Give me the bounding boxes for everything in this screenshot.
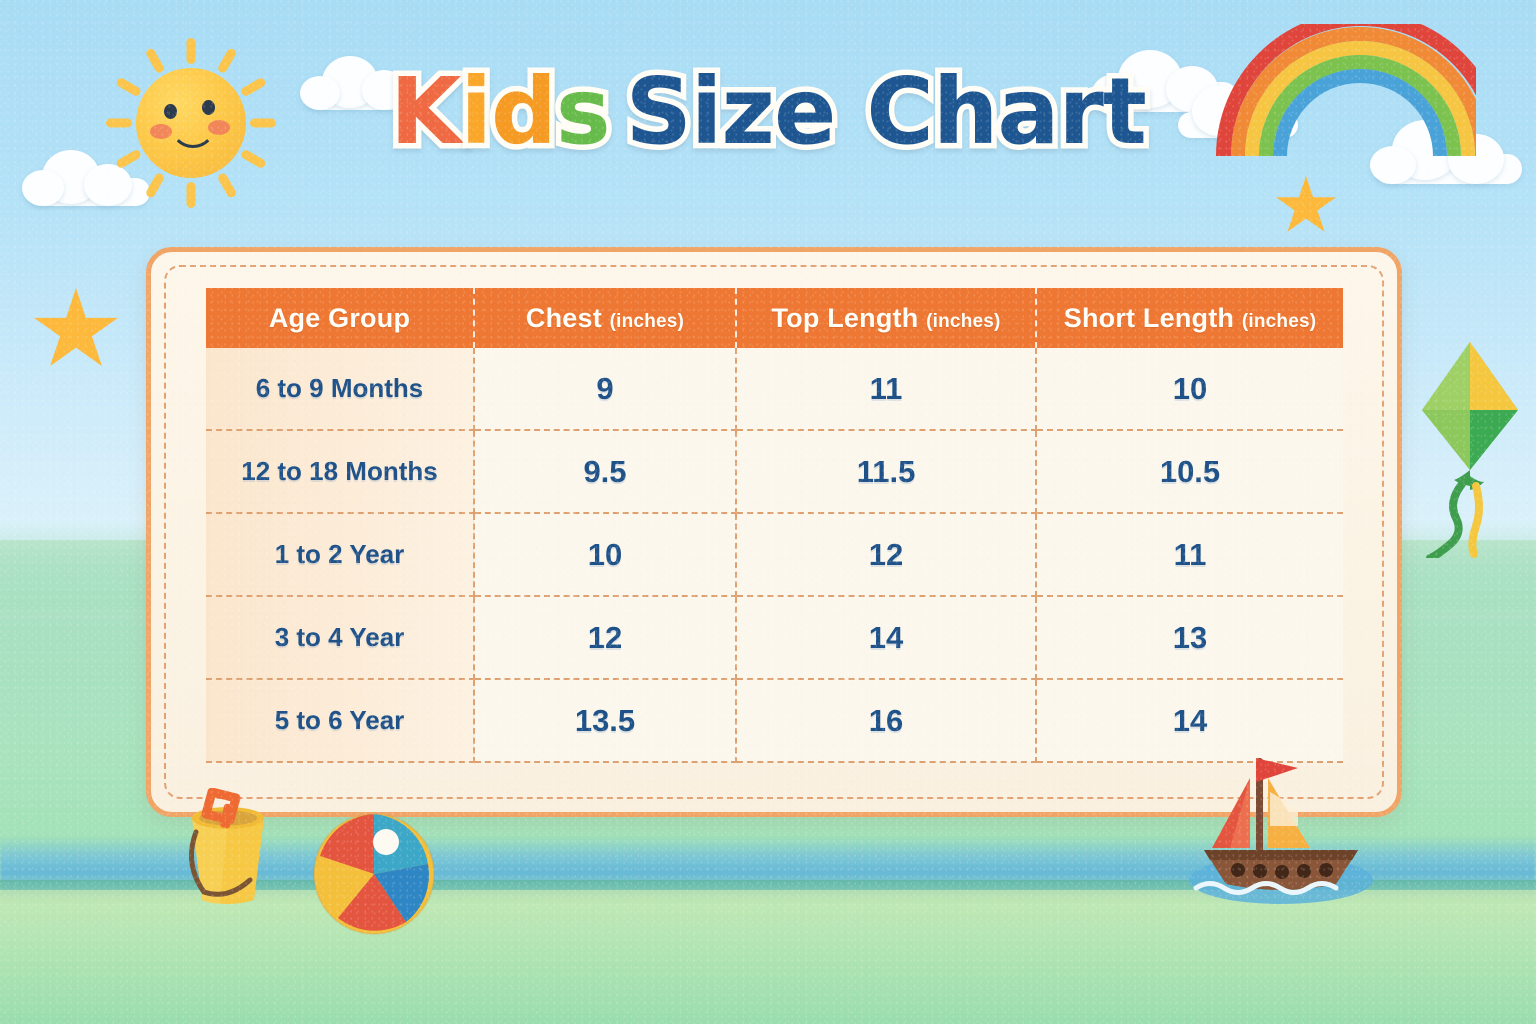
title-letter-k: K: [385, 58, 467, 165]
header-label: Top Length: [771, 302, 919, 333]
header-label: Short Length: [1063, 302, 1235, 333]
table-header-row: Age Group Chest (inches) Top Length (inc…: [206, 288, 1343, 348]
cell-top-length: 16: [736, 679, 1037, 763]
table-row: 1 to 2 Year 10 12 11: [206, 513, 1343, 597]
column-header-top-length: Top Length (inches): [736, 288, 1037, 348]
cell-chest: 10: [474, 513, 737, 597]
rainbow-icon: [1216, 24, 1476, 156]
cloud-icon: [22, 148, 154, 206]
cell-top-length: 11.5: [736, 430, 1037, 514]
cell-top-length: 14: [736, 596, 1037, 680]
cell-chest: 12: [474, 596, 737, 680]
title-letter-d: d: [486, 58, 563, 165]
header-label: Chest: [525, 302, 602, 333]
sailboat-icon: [1189, 758, 1373, 904]
page-title: Kids Size Chart: [0, 58, 1536, 165]
kite-icon: [1422, 342, 1518, 558]
meadow-highlight: [0, 890, 1536, 1024]
title-rest: Size Chart: [620, 58, 1152, 165]
column-header-age-group: Age Group: [206, 288, 475, 348]
cell-age-group: 6 to 9 Months: [206, 348, 475, 431]
title-letter-s: s: [550, 58, 616, 165]
cell-top-length: 11: [736, 348, 1037, 431]
cell-chest: 13.5: [474, 679, 737, 763]
sand-bucket-icon: [189, 788, 264, 904]
table-row: 3 to 4 Year 12 14 13: [206, 596, 1343, 680]
cell-chest: 9.5: [474, 430, 737, 514]
column-header-chest: Chest (inches): [474, 288, 737, 348]
header-label: Age Group: [268, 302, 411, 333]
cell-chest: 9: [474, 348, 737, 431]
table-row: 5 to 6 Year 13.5 16 14: [206, 679, 1343, 763]
cell-short-length: 14: [1036, 679, 1343, 763]
title-letter-i: i: [455, 58, 497, 165]
cell-age-group: 5 to 6 Year: [206, 679, 475, 763]
cell-short-length: 10: [1036, 348, 1343, 431]
cell-short-length: 11: [1036, 513, 1343, 597]
size-chart-card: Age Group Chest (inches) Top Length (inc…: [146, 247, 1402, 817]
table-row: 12 to 18 Months 9.5 11.5 10.5: [206, 430, 1343, 514]
beach-ball-icon: [313, 813, 435, 935]
cell-age-group: 12 to 18 Months: [206, 430, 475, 514]
cell-top-length: 12: [736, 513, 1037, 597]
column-header-short-length: Short Length (inches): [1036, 288, 1343, 348]
size-chart-table: Age Group Chest (inches) Top Length (inc…: [206, 288, 1343, 763]
sun-icon: [96, 28, 286, 218]
header-unit: (inches): [1241, 310, 1317, 332]
cell-age-group: 1 to 2 Year: [206, 513, 475, 597]
header-unit: (inches): [926, 310, 1001, 332]
cell-short-length: 10.5: [1036, 430, 1343, 514]
header-unit: (inches): [609, 310, 685, 332]
cell-age-group: 3 to 4 Year: [206, 596, 475, 680]
cell-short-length: 13: [1036, 596, 1343, 680]
table-row: 6 to 9 Months 9 11 10: [206, 348, 1343, 431]
cloud-icon: [300, 52, 430, 110]
